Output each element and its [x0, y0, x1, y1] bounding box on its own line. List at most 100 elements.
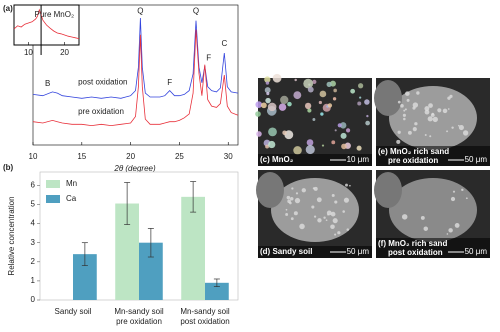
sem-speck [330, 224, 335, 230]
sem-speck [330, 211, 336, 217]
sem-grain [389, 178, 477, 242]
sem-particle [307, 86, 314, 93]
sem-speck [301, 188, 306, 193]
sem-speck [416, 91, 420, 95]
sem-particle [326, 81, 332, 88]
bar [139, 242, 163, 300]
sem-particle [278, 103, 287, 111]
sem-speck [428, 103, 433, 108]
sem-particle [320, 112, 324, 116]
sem-particle [364, 99, 370, 105]
x-tick-label: Mn-sandy soil post oxidation [180, 307, 230, 326]
sem-speck [424, 109, 430, 115]
peak-label: Q [193, 7, 199, 16]
sem-speck [432, 116, 438, 123]
y-tick-label: 6 [31, 180, 36, 189]
sem-particle [340, 132, 347, 139]
bar [115, 203, 139, 300]
image-label: (e) MnO₂ rich sand [378, 147, 449, 156]
sem-particle [280, 95, 289, 105]
sem-speck [293, 211, 298, 216]
sem-particle [337, 123, 342, 128]
sem-particle [357, 101, 362, 106]
bar [205, 282, 229, 300]
sem-particle [331, 140, 336, 145]
sem-speck [446, 233, 449, 235]
series-label: pre oxidation [78, 107, 124, 116]
sem-speck [316, 197, 322, 203]
sem-particle [332, 97, 337, 101]
inset-title: Pure MnO₂ [35, 10, 75, 19]
sem-speck [454, 223, 460, 228]
sem-particle [305, 145, 315, 155]
sem-speck [289, 201, 292, 205]
label-strip [258, 154, 372, 166]
sem-grain [256, 172, 284, 208]
sem-image: (c) MnO₂ 10 μm [255, 73, 372, 166]
sem-speck [423, 226, 429, 231]
sem-speck [447, 108, 450, 110]
sem-particle [293, 146, 302, 155]
sem-speck [446, 130, 449, 133]
sem-particle [358, 83, 364, 89]
sem-particle [306, 139, 314, 146]
sem-particle [307, 108, 312, 113]
y-tick-label: 2 [31, 257, 36, 266]
sem-speck [457, 124, 460, 127]
sem-particle [264, 87, 271, 94]
sem-speck [414, 122, 418, 126]
sem-speck [404, 108, 407, 111]
x-tick-label: Sandy soil [55, 307, 92, 316]
sem-speck [462, 130, 469, 136]
sem-particle [366, 114, 369, 118]
sem-image: (d) Sandy soil 50 μm [256, 170, 372, 258]
sem-particle [256, 131, 262, 137]
sem-particle [356, 145, 362, 151]
sem-particle [266, 92, 270, 96]
sem-speck [345, 183, 348, 187]
sem-particle [265, 144, 270, 149]
bar [181, 196, 205, 300]
sem-speck [403, 109, 406, 112]
scale-label: 10 μm [347, 155, 370, 164]
sem-particle [265, 81, 270, 85]
peak-label: Q [137, 7, 143, 16]
sem-grain [374, 80, 402, 116]
sem-speck [461, 188, 464, 192]
panel-label: (b) [3, 163, 14, 172]
sem-speck [401, 214, 408, 220]
sem-speck [405, 91, 410, 96]
sem-particle [318, 100, 322, 105]
sem-grain [271, 178, 359, 242]
sem-particle [265, 97, 271, 104]
sem-speck [449, 94, 453, 98]
label-strip [376, 146, 490, 166]
sem-particle [304, 102, 312, 110]
sem-speck [346, 228, 350, 231]
scale-label: 50 μm [465, 155, 488, 164]
sem-speck [427, 116, 433, 122]
x-tick-label: 20 [60, 48, 69, 57]
y-tick-label: 3 [31, 238, 36, 247]
sem-speck [424, 134, 427, 137]
sem-speck [317, 218, 322, 223]
sem-particle [303, 78, 314, 89]
sem-grain [374, 172, 402, 208]
y-tick-label: 5 [31, 200, 36, 209]
peak-label: F [206, 53, 211, 62]
x-axis-label: 2θ (degree) [113, 164, 156, 173]
sem-speck [397, 100, 401, 104]
sem-particle [365, 120, 370, 126]
sem-particle [359, 96, 362, 99]
sem-speck [412, 102, 419, 108]
sem-speck [285, 208, 288, 211]
sem-particle [261, 102, 267, 109]
sem-particle [264, 76, 271, 83]
line-series [32, 29, 239, 127]
sem-speck [342, 210, 345, 213]
sem-speck [420, 215, 425, 220]
series-label: post oxidation [78, 78, 127, 87]
sem-speck [402, 113, 406, 117]
